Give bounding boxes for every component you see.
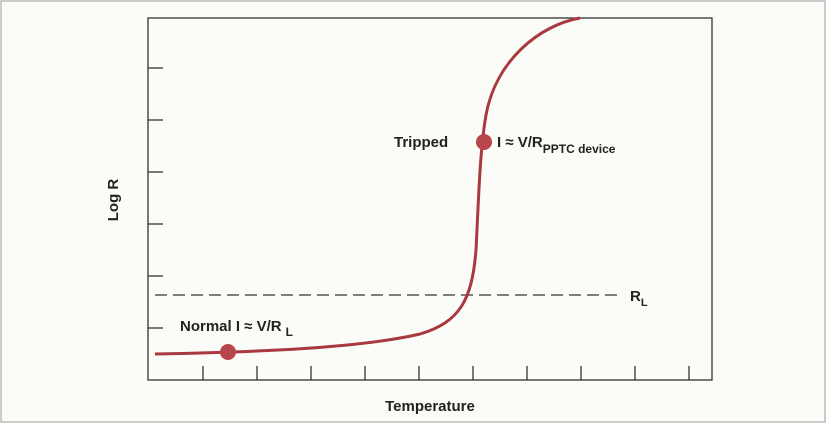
label: R bbox=[630, 288, 641, 305]
subscript: L bbox=[641, 297, 648, 309]
subscript: L bbox=[286, 325, 293, 339]
load-line-label: RL bbox=[630, 288, 648, 309]
formula: Normal I ≈ V/R bbox=[180, 318, 282, 335]
normal-point bbox=[220, 344, 236, 360]
formula: I ≈ V/R bbox=[497, 134, 543, 151]
resistance-curve bbox=[154, 16, 581, 356]
y-ticks bbox=[148, 67, 163, 329]
subscript: PPTC device bbox=[543, 142, 616, 156]
tripped-formula: I ≈ V/RPPTC device bbox=[497, 134, 616, 156]
tripped-point bbox=[476, 134, 492, 150]
normal-formula: Normal I ≈ V/R L bbox=[180, 318, 293, 339]
x-axis-label: Temperature bbox=[385, 398, 475, 415]
y-axis-label: Log R bbox=[105, 179, 122, 222]
plot-area bbox=[147, 17, 713, 381]
x-ticks bbox=[202, 366, 690, 380]
tripped-label: Tripped bbox=[394, 134, 448, 151]
